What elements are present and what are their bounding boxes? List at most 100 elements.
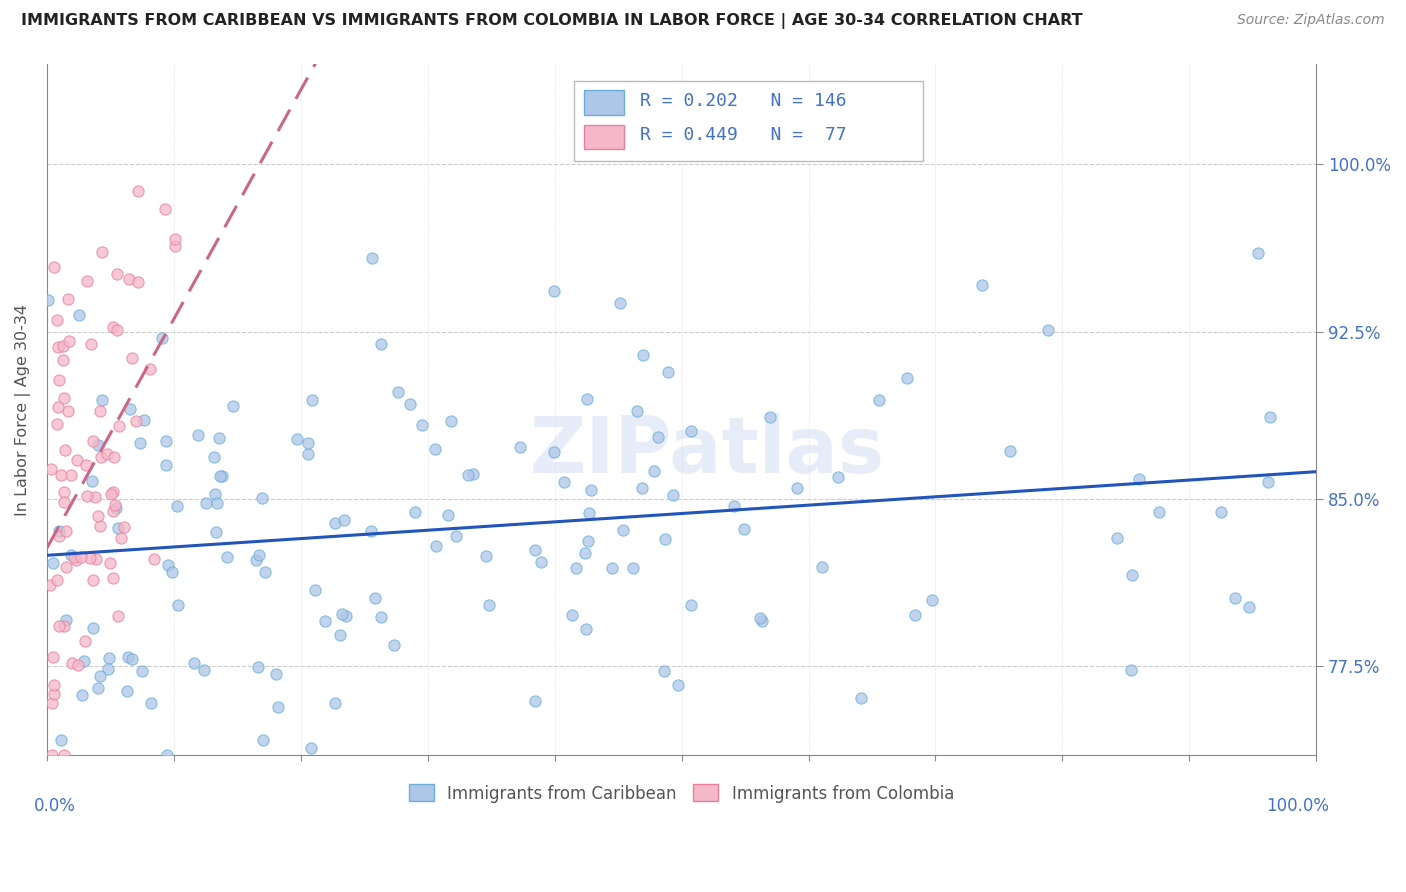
Point [333, 512, 356, 526]
Point [41, 696, 63, 710]
Point [576, 392, 599, 406]
Point [82, 475, 104, 489]
Point [1209, 505, 1232, 519]
Point [66, 453, 89, 467]
Point [104, 501, 127, 516]
Point [96, 447, 118, 461]
Point [666, 678, 689, 692]
Point [58, 404, 80, 418]
Point [103, 450, 125, 465]
Point [42, 649, 65, 664]
Point [1239, 599, 1261, 614]
Point [87, 437, 110, 451]
Point [55, 560, 77, 574]
Point [73, 634, 96, 648]
Point [107, 609, 129, 624]
Point [48, 373, 70, 387]
Point [76, 274, 98, 288]
Point [143, 552, 166, 566]
Point [48, 524, 70, 539]
Point [166, 499, 188, 513]
Point [37, 293, 59, 308]
Point [297, 436, 319, 450]
Point [41, 462, 63, 476]
Point [118, 272, 141, 286]
Point [457, 468, 479, 483]
Point [631, 482, 654, 496]
Point [222, 399, 245, 413]
Point [363, 591, 385, 605]
Point [612, 523, 634, 537]
Point [972, 278, 994, 293]
Point [55, 613, 77, 627]
Point [398, 397, 420, 411]
Point [423, 442, 446, 457]
Point [84, 490, 107, 504]
Point [323, 696, 346, 710]
Point [42, 260, 65, 274]
Point [193, 664, 215, 678]
Point [475, 549, 498, 564]
Point [141, 696, 163, 710]
Point [155, 434, 177, 448]
Point [108, 418, 131, 433]
Point [167, 599, 190, 613]
Point [896, 371, 918, 385]
Point [643, 464, 665, 478]
Point [59, 467, 82, 482]
Point [370, 610, 392, 624]
Point [117, 650, 139, 665]
Point [153, 202, 176, 217]
Point [202, 450, 225, 464]
Point [98, 556, 121, 570]
Text: 100.0%: 100.0% [1265, 797, 1329, 814]
Point [59, 548, 82, 562]
Point [245, 553, 267, 567]
Point [360, 524, 382, 539]
Point [609, 296, 631, 310]
Point [128, 435, 150, 450]
Point [46, 400, 69, 414]
Point [51, 733, 73, 747]
Point [73, 654, 96, 668]
Point [1247, 246, 1270, 260]
Point [208, 468, 231, 483]
Point [87, 681, 110, 696]
Point [370, 337, 392, 351]
Point [60, 657, 83, 671]
Point [211, 469, 233, 483]
Point [439, 414, 461, 428]
Point [267, 700, 290, 714]
Text: R = 0.449   N =  77: R = 0.449 N = 77 [640, 127, 846, 145]
Point [89, 519, 111, 533]
Point [90, 450, 112, 464]
Point [626, 404, 648, 418]
Point [478, 599, 501, 613]
Point [82, 621, 104, 635]
Point [46, 417, 69, 431]
Point [299, 741, 322, 756]
Point [52, 339, 75, 353]
Point [903, 608, 925, 623]
Point [69, 549, 91, 564]
Point [46, 340, 69, 354]
Point [250, 491, 273, 506]
Point [1128, 472, 1150, 486]
Point [101, 320, 124, 334]
FancyBboxPatch shape [583, 90, 624, 114]
Point [124, 413, 146, 427]
Point [156, 748, 179, 763]
Point [103, 504, 125, 518]
Point [132, 413, 155, 427]
Point [301, 392, 323, 407]
Point [564, 561, 586, 575]
Point [86, 509, 108, 524]
Point [208, 431, 231, 445]
Point [1257, 475, 1279, 490]
Point [82, 434, 104, 449]
Point [1121, 663, 1143, 677]
Point [155, 458, 177, 472]
Point [1038, 323, 1060, 337]
Point [253, 565, 276, 579]
Point [53, 392, 76, 406]
